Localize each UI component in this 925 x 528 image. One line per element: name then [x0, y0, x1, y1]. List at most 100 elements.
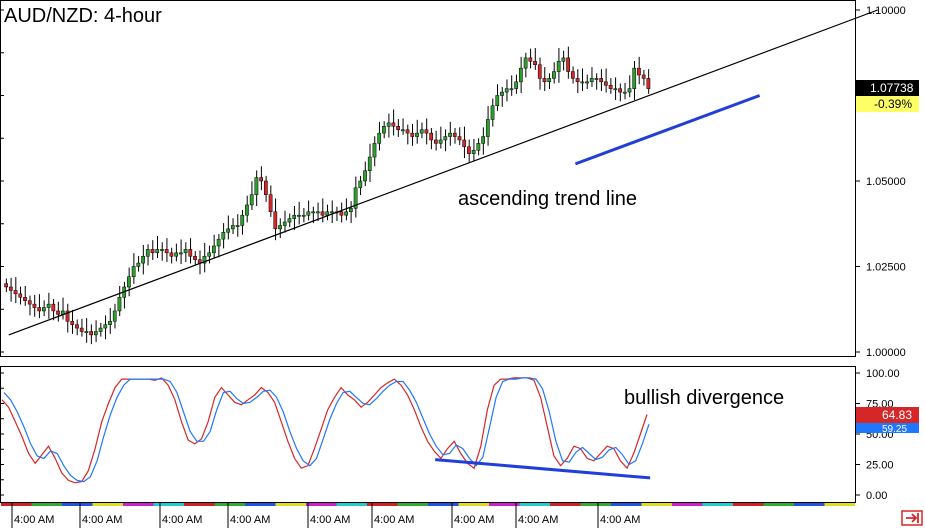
session-strip: [123, 503, 154, 506]
ascending-trend-line: [8, 9, 878, 336]
candle-body: [618, 88, 622, 93]
candle-body: [292, 214, 297, 219]
candle-body: [500, 91, 504, 96]
candle-body: [330, 211, 334, 214]
candle-body: [481, 136, 485, 144]
candle-body: [528, 57, 533, 62]
candle-body: [56, 310, 60, 315]
candle-body: [339, 211, 344, 216]
candle-body: [18, 293, 23, 298]
candle-body: [155, 249, 160, 254]
candle-body: [42, 307, 46, 312]
candle-body: [273, 211, 278, 230]
candle-body: [396, 126, 400, 130]
candle-body: [608, 84, 613, 89]
candle-body: [216, 238, 221, 247]
candle-body: [98, 327, 103, 332]
session-strip: [214, 503, 245, 506]
candle-body: [207, 252, 212, 257]
candle-body: [604, 81, 608, 86]
candle-body: [145, 249, 150, 257]
candle-body: [400, 129, 405, 132]
osc-tick-label: 0.00: [866, 490, 887, 502]
osc-tick-label: 100.00: [866, 368, 900, 380]
session-strip: [458, 503, 489, 506]
candle-body: [457, 136, 462, 141]
candle-body: [485, 119, 490, 137]
osc-tick-label: 25.00: [866, 460, 894, 472]
session-strip: [428, 503, 459, 506]
last-price-box: [856, 80, 919, 96]
candle-body: [622, 91, 627, 94]
candle-body: [4, 283, 8, 288]
candle-body: [349, 208, 353, 213]
candle-body: [627, 88, 632, 93]
candle-body: [353, 187, 358, 209]
candle-body: [495, 95, 500, 107]
candle-body: [448, 132, 452, 137]
candle-body: [32, 303, 37, 308]
candle-body: [89, 331, 93, 336]
time-tick-label: 4:00 AM: [374, 514, 414, 526]
candle-body: [391, 122, 396, 127]
candle-body: [37, 307, 42, 312]
session-strip: [184, 503, 215, 506]
session-strip: [367, 503, 398, 506]
session-strip: [672, 503, 703, 506]
candle-body: [254, 177, 259, 195]
chart-title: AUD/NZD: 4-hour: [4, 5, 162, 27]
candle-body: [226, 228, 230, 233]
candle-body: [547, 78, 552, 83]
candle-body: [202, 255, 207, 264]
stochastic-d-line: [3, 377, 650, 483]
session-strip: [153, 503, 184, 506]
candle-body: [150, 249, 155, 254]
session-strip: [245, 503, 276, 506]
candle-body: [230, 225, 235, 230]
candle-body: [23, 297, 27, 301]
session-strip: [763, 503, 794, 506]
candle-body: [386, 122, 391, 127]
candle-body: [419, 129, 424, 134]
candle-body: [613, 88, 618, 91]
osc-value-box-blue: [856, 423, 919, 433]
candle-body: [320, 211, 325, 216]
session-strip: [489, 503, 520, 506]
candle-body: [575, 78, 580, 83]
candle-body: [325, 211, 330, 216]
candle-body: [160, 249, 164, 251]
candle-body: [542, 78, 547, 83]
support-line: [574, 94, 761, 166]
candle-body: [311, 211, 315, 214]
divergence-annotation: bullish divergence: [624, 387, 784, 409]
time-tick-label: 4:00 AM: [162, 514, 202, 526]
candle-body: [70, 320, 75, 325]
candle-body: [585, 81, 589, 84]
candle-body: [367, 156, 372, 171]
candle-body: [566, 57, 570, 72]
candle-body: [278, 225, 282, 230]
candle-body: [594, 78, 599, 80]
time-tick-label: 4:00 AM: [14, 514, 54, 526]
time-tick-label: 4:00 AM: [600, 514, 640, 526]
candle-body: [297, 214, 301, 217]
change-label: -0.39%: [874, 97, 912, 111]
session-strip: [550, 503, 581, 506]
candle-body: [561, 57, 566, 62]
candle-body: [471, 149, 476, 154]
candle-body: [382, 126, 386, 134]
candle-body: [504, 88, 509, 93]
candle-body: [212, 245, 216, 254]
candle-body: [637, 67, 641, 76]
candle-body: [75, 324, 79, 329]
session-strip: [397, 503, 428, 506]
candle-body: [27, 300, 32, 305]
annotation-lines: [8, 9, 878, 336]
candle-body: [372, 143, 377, 158]
candle-body: [415, 132, 419, 137]
candle-body: [259, 177, 263, 182]
last-price-label: 1.07738: [870, 81, 914, 95]
candle-body: [136, 262, 141, 267]
session-strip: [824, 503, 855, 506]
session-strip: [31, 503, 62, 506]
